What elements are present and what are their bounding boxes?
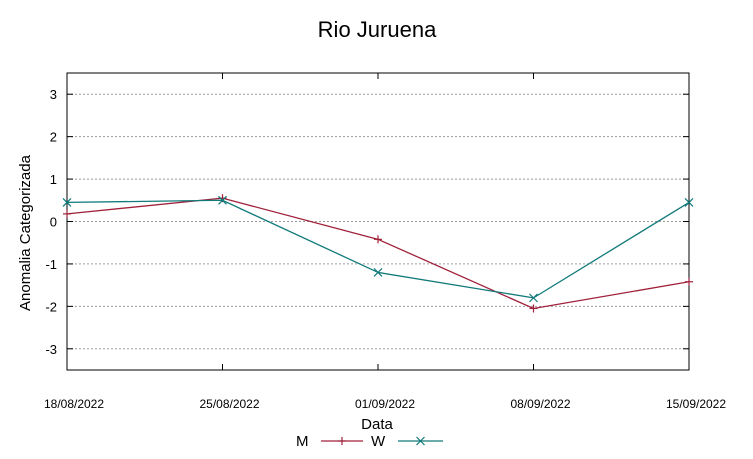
- data-point-M: [374, 235, 382, 244]
- x-tick-label: 18/08/2022: [44, 397, 104, 411]
- data-point-W: [529, 293, 538, 303]
- x-tick-label: 25/08/2022: [199, 397, 259, 411]
- legend-marker-W: [416, 436, 425, 446]
- y-axis-label: Anomalia Categorizada: [17, 154, 34, 311]
- series-line-M: [66, 197, 690, 310]
- chart-title: Rio Juruena: [318, 17, 437, 42]
- series-lines: [62, 194, 694, 313]
- x-tick-label: 01/09/2022: [355, 397, 415, 411]
- series-line-W: [66, 199, 690, 299]
- legend-label-W: W: [371, 433, 386, 450]
- x-tick-label: 08/09/2022: [510, 397, 570, 411]
- x-tick-label: 15/09/2022: [666, 397, 726, 411]
- y-tick-label: 1: [50, 172, 57, 187]
- data-point-M: [63, 209, 71, 218]
- x-axis-ticks: 18/08/2022 25/08/2022 01/09/2022 08/09/2022…: [44, 73, 726, 411]
- y-tick-label: -1: [45, 257, 57, 272]
- data-point-W: [373, 267, 383, 277]
- y-tick-label: 3: [50, 87, 57, 102]
- data-point-M: [685, 277, 693, 286]
- y-tick-label: -3: [45, 342, 57, 357]
- legend-marker-M: [338, 437, 346, 445]
- y-axis-ticks: 3 2 1 0 -1 -2 -3: [45, 87, 689, 357]
- y-tick-label: 0: [50, 215, 57, 230]
- y-tick-label: -2: [45, 299, 57, 314]
- gridlines: [67, 93, 689, 350]
- data-point-W: [684, 197, 694, 207]
- data-point-M: [529, 304, 538, 313]
- y-tick-label: 2: [50, 130, 57, 145]
- x-axis-label: Data: [361, 416, 393, 433]
- legend-label-M: M: [296, 433, 309, 450]
- data-point-W: [62, 197, 72, 207]
- data-point-W: [218, 195, 227, 205]
